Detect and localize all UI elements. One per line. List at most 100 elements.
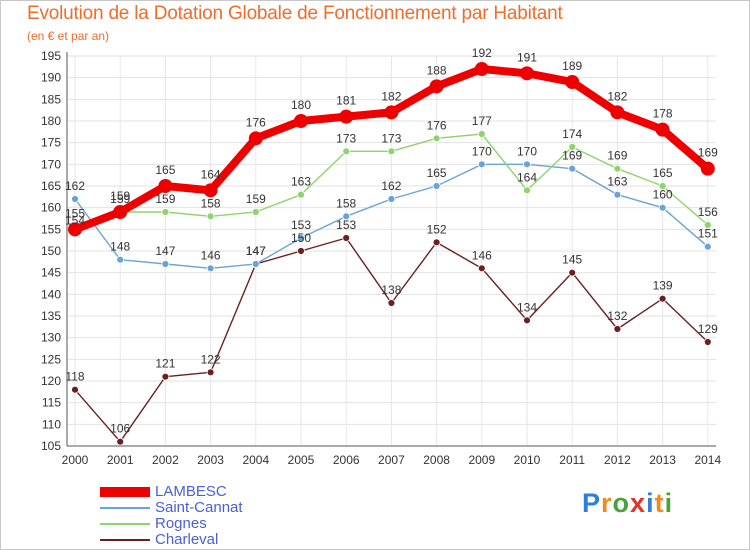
data-point	[113, 205, 128, 219]
x-tick-label: 2009	[468, 453, 495, 467]
x-tick-label: 2002	[152, 453, 179, 467]
proxiti-logo: Proxiti	[582, 488, 673, 519]
y-tick-label: 105	[41, 439, 61, 453]
data-point	[71, 195, 79, 203]
data-label: 134	[517, 300, 537, 314]
data-point	[703, 242, 712, 251]
data-label: 165	[427, 166, 447, 180]
data-label: 180	[291, 98, 311, 112]
data-point	[251, 260, 260, 268]
data-point	[568, 268, 577, 277]
data-point	[248, 131, 263, 146]
y-tick-label: 190	[41, 71, 61, 85]
data-label: 178	[653, 107, 673, 121]
y-tick-label: 135	[41, 309, 61, 323]
data-label: 162	[381, 179, 401, 193]
x-tick-label: 2007	[378, 453, 405, 467]
data-point	[384, 105, 399, 120]
line-chart: 105 110 115 120 125 130 135 140 145 150 155 160 165 1…	[41, 46, 722, 467]
data-label: 160	[653, 188, 673, 202]
data-point	[703, 338, 712, 346]
data-point	[116, 437, 125, 446]
data-point	[655, 122, 670, 137]
logo-letter: P	[582, 488, 602, 518]
y-tick-label: 175	[41, 136, 61, 150]
data-point	[432, 238, 441, 247]
data-point	[610, 105, 625, 120]
data-point	[613, 325, 622, 333]
data-point	[339, 109, 354, 124]
data-label: 156	[698, 205, 718, 219]
data-point	[568, 143, 577, 151]
data-point	[342, 212, 351, 221]
data-label: 159	[246, 192, 266, 206]
data-label: 150	[291, 231, 311, 245]
data-label: 188	[427, 63, 447, 77]
y-tick-label: 160	[41, 201, 61, 215]
data-point	[158, 179, 173, 193]
data-label: 132	[607, 309, 627, 323]
data-point	[68, 222, 82, 237]
data-point	[474, 62, 489, 76]
data-label: 169	[607, 149, 627, 163]
x-tick-label: 2014	[694, 453, 721, 467]
data-point	[703, 221, 712, 229]
legend-swatch-charleval	[100, 539, 150, 541]
data-label: 162	[65, 179, 85, 193]
x-tick-label: 2001	[107, 453, 134, 467]
data-label: 182	[607, 89, 627, 103]
data-point	[294, 114, 308, 128]
y-tick-label: 140	[41, 287, 61, 301]
data-label: 173	[336, 131, 356, 145]
data-point	[387, 195, 396, 203]
data-point	[658, 182, 667, 190]
data-point	[700, 161, 715, 176]
data-label: 147	[155, 244, 175, 258]
data-label: 165	[653, 166, 673, 180]
data-point	[520, 66, 534, 81]
data-point	[568, 164, 577, 173]
logo-letter: o	[612, 488, 631, 518]
data-label: 106	[110, 422, 130, 436]
y-tick-label: 185	[41, 92, 61, 106]
data-label: 138	[381, 283, 401, 297]
y-tick-label: 165	[41, 179, 61, 193]
data-point	[161, 208, 170, 216]
data-label: 165	[155, 163, 175, 177]
data-label: 174	[562, 127, 582, 141]
data-point	[297, 247, 305, 255]
legend-label: Saint-Cannat	[155, 499, 243, 516]
chart-subtitle: (en € et par an)	[27, 29, 110, 43]
data-label: 153	[336, 218, 356, 232]
data-label: 154	[65, 214, 85, 228]
data-label: 129	[698, 322, 718, 336]
chart-title: Evolution de la Dotation Globale de Fonc…	[27, 3, 563, 24]
logo-letter: i	[646, 488, 655, 518]
data-point	[523, 186, 531, 195]
data-point	[432, 134, 441, 143]
data-label: 118	[65, 370, 84, 384]
data-point	[206, 264, 215, 273]
data-label: 164	[517, 170, 537, 184]
data-label: 164	[201, 167, 221, 181]
legend-label: Rognes	[155, 515, 207, 532]
data-label: 147	[246, 244, 266, 258]
legend-swatch-lambesc	[100, 487, 150, 497]
y-tick-label: 110	[42, 417, 61, 431]
data-point	[387, 147, 396, 156]
data-label: 158	[201, 196, 221, 210]
data-label: 153	[291, 218, 311, 232]
data-point	[387, 299, 396, 307]
data-point	[297, 190, 305, 199]
data-label: 181	[336, 94, 356, 108]
data-label: 151	[698, 227, 718, 241]
data-label: 182	[381, 89, 401, 103]
data-label: 146	[201, 248, 221, 262]
data-label: 170	[472, 144, 492, 158]
data-label: 176	[427, 118, 447, 132]
logo-letter: r	[601, 488, 613, 518]
data-label: 159	[110, 189, 130, 203]
data-label: 163	[607, 175, 627, 189]
data-point	[432, 182, 441, 190]
